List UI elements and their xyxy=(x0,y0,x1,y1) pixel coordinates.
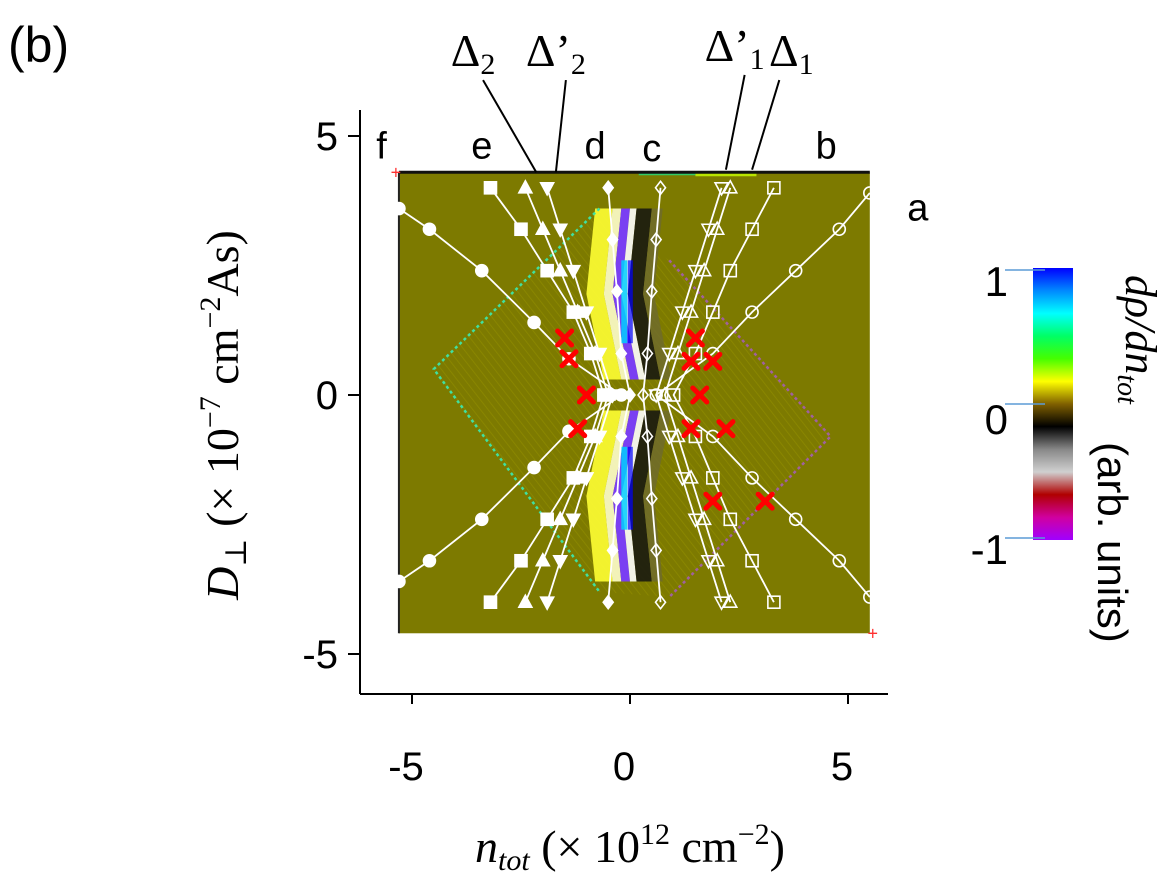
data-point xyxy=(528,316,540,328)
region-label-e: e xyxy=(471,125,492,167)
y-tick-label: 0 xyxy=(316,374,338,418)
y-tick-label: 5 xyxy=(316,115,338,159)
gap-label-1: Δ2 xyxy=(451,25,537,172)
data-point xyxy=(423,555,435,567)
y-tick-label: -5 xyxy=(302,633,338,677)
data-point xyxy=(484,182,496,194)
data-point xyxy=(476,265,488,277)
heatmap-edge xyxy=(628,447,633,530)
colorbar: 1 0 -1 dρ/dntot (arb. units) xyxy=(971,258,1165,643)
x-axis-label: ntot (× 1012 cm−2) xyxy=(475,818,785,876)
x-tick-label: 5 xyxy=(831,745,853,789)
x-tick-labels: -5 0 5 xyxy=(388,745,853,789)
gap-leader-line xyxy=(726,75,745,170)
corner-marker: + xyxy=(868,623,879,643)
data-point xyxy=(423,223,435,235)
colorbar-label: dρ/dntot xyxy=(1111,275,1165,405)
gap-label-text: Δ’2 xyxy=(526,25,586,81)
gap-label-2: Δ’2 xyxy=(526,25,586,172)
data-point xyxy=(515,223,527,235)
data-point xyxy=(541,513,553,525)
data-point xyxy=(515,555,527,567)
y-tick-labels: 5 0 -5 xyxy=(302,115,338,677)
heatmap-layer: ++ xyxy=(391,162,878,643)
x-tick-label: 0 xyxy=(613,745,635,789)
region-label-d: d xyxy=(585,125,606,167)
data-point xyxy=(484,596,496,608)
corner-marker: + xyxy=(391,162,402,182)
colorbar-tick-label: 0 xyxy=(985,396,1008,443)
gap-label-text: Δ1 xyxy=(769,25,814,81)
panel-label: (b) xyxy=(8,17,69,73)
data-point xyxy=(393,575,405,587)
x-tick-label: -5 xyxy=(388,745,424,789)
region-label-c: c xyxy=(642,128,661,170)
region-label-b: b xyxy=(816,125,837,167)
gap-leader-line xyxy=(556,80,566,172)
colorbar-tick-label: -1 xyxy=(971,526,1008,573)
gap-label-3: Δ’1 xyxy=(705,20,765,170)
colorbar-tick-label: 1 xyxy=(985,258,1008,305)
data-point xyxy=(541,265,553,277)
region-label-f: f xyxy=(376,125,387,167)
data-point xyxy=(393,203,405,215)
region-label-a: a xyxy=(907,188,929,230)
colorbar-units: (arb. units) xyxy=(1089,442,1136,643)
gap-leader-line xyxy=(752,80,779,170)
data-point xyxy=(476,513,488,525)
heatmap-edge xyxy=(628,260,633,343)
gap-label-text: Δ2 xyxy=(451,25,496,81)
heatmap-edge xyxy=(621,447,627,530)
y-axis-label: D⊥ (× 10−7 cm−2As) xyxy=(194,230,253,601)
heatmap-edge xyxy=(621,260,627,343)
gap-labels: Δ2 Δ’2 Δ’1 Δ1 xyxy=(451,20,814,172)
gap-label-text: Δ’1 xyxy=(705,20,765,76)
data-point xyxy=(528,462,540,474)
